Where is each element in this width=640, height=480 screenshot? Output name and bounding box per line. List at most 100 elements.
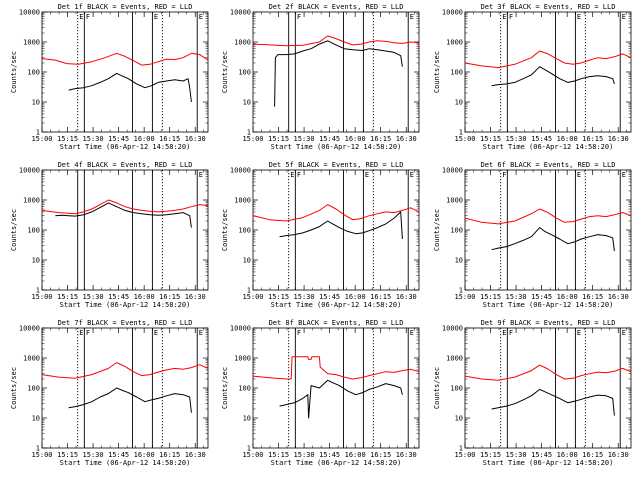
y-tick-label: 100 (450, 385, 463, 393)
x-tick-label: 16:15 (582, 135, 603, 143)
x-tick-label: 16:15 (370, 135, 391, 143)
events-series-line (279, 379, 403, 419)
y-tick-label: 10 (32, 257, 40, 265)
y-tick-label: 100 (450, 227, 463, 235)
x-tick-label: 15:15 (268, 293, 289, 301)
interval-marker-label: F (509, 329, 513, 337)
y-tick-label: 10000 (19, 325, 40, 333)
events-series-line (491, 227, 615, 252)
y-tick-label: 1 (247, 129, 251, 137)
detector-panel: Det 4f BLACK = Events, RED = LLD 1 10 100 10… (10, 161, 209, 309)
x-tick-label: 15:15 (268, 451, 289, 459)
y-tick-label: 10000 (230, 167, 251, 175)
lld-series-line (41, 199, 209, 215)
events-series-line (491, 66, 615, 87)
events-series-line (68, 72, 192, 103)
detector-panel: Det 5f BLACK = Events, RED = LLD 1 10 100 10… (221, 161, 420, 309)
interval-marker-label: E (622, 13, 626, 21)
x-axis-label: Start Time (06-Apr-12 14:58:20) (60, 459, 191, 467)
interval-marker-label: F (297, 329, 301, 337)
detector-panel: Det 8f BLACK = Events, RED = LLD 1 10 100 10… (221, 319, 420, 467)
x-tick-label: 15:30 (506, 451, 527, 459)
x-tick-label: 16:30 (185, 135, 206, 143)
y-tick-label: 10 (32, 99, 40, 107)
y-tick-label: 10000 (230, 9, 251, 17)
x-tick-label: 16:00 (134, 135, 155, 143)
x-tick-label: 15:00 (242, 451, 263, 459)
x-tick-label: 15:00 (242, 135, 263, 143)
x-axis-label: Start Time (06-Apr-12 14:58:20) (60, 143, 191, 151)
x-tick-label: 16:30 (185, 451, 206, 459)
detector-panel: Det 3f BLACK = Events, RED = LLD 1 10 100 10… (433, 3, 632, 151)
x-axis-label: Start Time (06-Apr-12 14:58:20) (271, 459, 402, 467)
x-tick-label: 16:00 (557, 293, 578, 301)
panel-title: Det 8f BLACK = Events, RED = LLD (269, 319, 404, 327)
y-tick-label: 1 (459, 287, 463, 295)
x-axis-label: Start Time (06-Apr-12 14:58:20) (60, 301, 191, 309)
interval-marker-label: E (365, 171, 369, 179)
interval-marker-label: E (154, 13, 158, 21)
interval-marker-label: E (622, 329, 626, 337)
panel-title: Det 9f BLACK = Events, RED = LLD (481, 319, 616, 327)
lld-series-line (41, 362, 209, 379)
interval-marker-label: E (502, 13, 506, 21)
interval-marker-label: F (297, 13, 301, 21)
x-axis-label: Start Time (06-Apr-12 14:58:20) (483, 143, 614, 151)
lld-series-line (464, 364, 632, 381)
y-tick-label: 1 (247, 445, 251, 453)
x-tick-label: 15:45 (319, 293, 340, 301)
x-tick-label: 15:30 (83, 135, 104, 143)
x-tick-label: 15:30 (83, 293, 104, 301)
y-tick-label: 1000 (23, 355, 40, 363)
y-tick-label: 10000 (442, 325, 463, 333)
y-tick-label: 10 (32, 415, 40, 423)
interval-marker-label: E (622, 171, 626, 179)
lld-series-line (41, 52, 209, 66)
x-tick-label: 15:15 (268, 135, 289, 143)
y-tick-label: 1 (459, 129, 463, 137)
x-tick-label: 15:15 (480, 135, 501, 143)
lld-series-line (464, 50, 632, 69)
panel-title: Det 5f BLACK = Events, RED = LLD (269, 161, 404, 169)
x-tick-label: 16:00 (557, 135, 578, 143)
lld-series-line (252, 356, 420, 380)
x-tick-label: 16:00 (345, 451, 366, 459)
x-tick-label: 16:15 (159, 451, 180, 459)
x-tick-label: 16:30 (396, 451, 417, 459)
x-tick-label: 15:00 (454, 451, 475, 459)
x-tick-label: 16:30 (608, 293, 629, 301)
x-tick-label: 16:00 (557, 451, 578, 459)
interval-marker-label: E (199, 13, 203, 21)
events-series-line (68, 387, 192, 413)
x-tick-label: 15:45 (531, 135, 552, 143)
interval-marker-label: E (410, 171, 414, 179)
y-tick-label: 1000 (234, 197, 251, 205)
y-tick-label: 10 (243, 99, 251, 107)
x-tick-label: 15:00 (454, 293, 475, 301)
x-tick-label: 15:45 (319, 135, 340, 143)
plot-frame (464, 327, 632, 449)
x-tick-label: 15:30 (294, 293, 315, 301)
y-tick-label: 1000 (446, 355, 463, 363)
x-tick-label: 16:00 (345, 135, 366, 143)
lld-series-line (252, 35, 420, 47)
panel-title: Det 3f BLACK = Events, RED = LLD (481, 3, 616, 11)
detector-panel: Det 6f BLACK = Events, RED = LLD 1 10 100 10… (433, 161, 632, 309)
plot-frame (41, 327, 209, 449)
x-tick-label: 15:30 (294, 451, 315, 459)
interval-marker-label: F (86, 13, 90, 21)
x-tick-label: 15:45 (108, 293, 129, 301)
panel-title: Det 1f BLACK = Events, RED = LLD (58, 3, 193, 11)
x-tick-label: 15:15 (57, 135, 78, 143)
interval-marker-label: E (199, 329, 203, 337)
events-series-line (274, 40, 403, 107)
interval-marker-label: E (79, 329, 83, 337)
x-tick-label: 16:15 (370, 451, 391, 459)
lld-series-line (252, 204, 420, 222)
x-tick-label: 15:45 (108, 135, 129, 143)
interval-marker-label: E (154, 329, 158, 337)
x-tick-label: 15:45 (531, 451, 552, 459)
y-tick-label: 1000 (446, 39, 463, 47)
